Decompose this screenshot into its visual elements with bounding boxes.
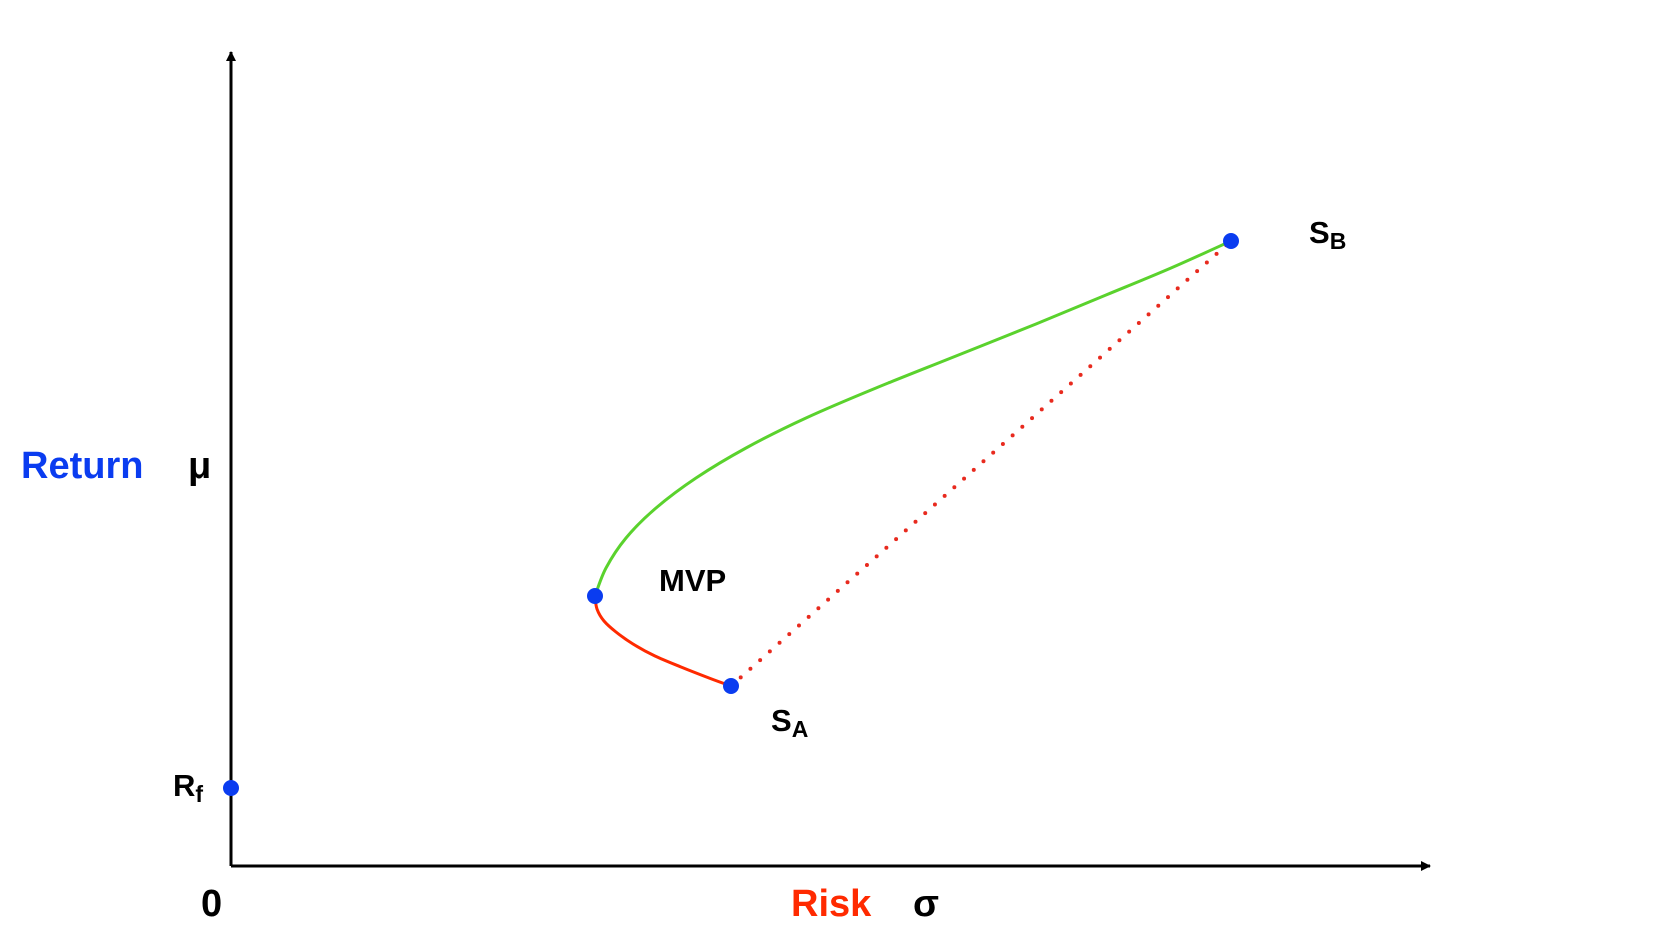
- origin-label: 0: [201, 883, 222, 925]
- label-sa: SA: [771, 703, 808, 742]
- inefficient-frontier-line: [593, 594, 733, 688]
- x-axis-label-sigma: σ: [913, 883, 939, 925]
- point-sb: [1223, 233, 1239, 249]
- y-axis-label-return: Return: [21, 445, 143, 487]
- point-sa: [723, 678, 739, 694]
- point-mvp: [587, 588, 603, 604]
- x-axis-label-risk: Risk: [791, 883, 872, 925]
- y-axis-label-mu: μ: [188, 445, 211, 487]
- point-rf: [223, 780, 239, 796]
- efficient-frontier-line: [593, 239, 1233, 598]
- label-rf: Rf: [173, 768, 203, 807]
- dotted-combination-line: [729, 239, 1233, 688]
- label-mvp: MVP: [659, 563, 726, 598]
- label-sb: SB: [1309, 215, 1346, 254]
